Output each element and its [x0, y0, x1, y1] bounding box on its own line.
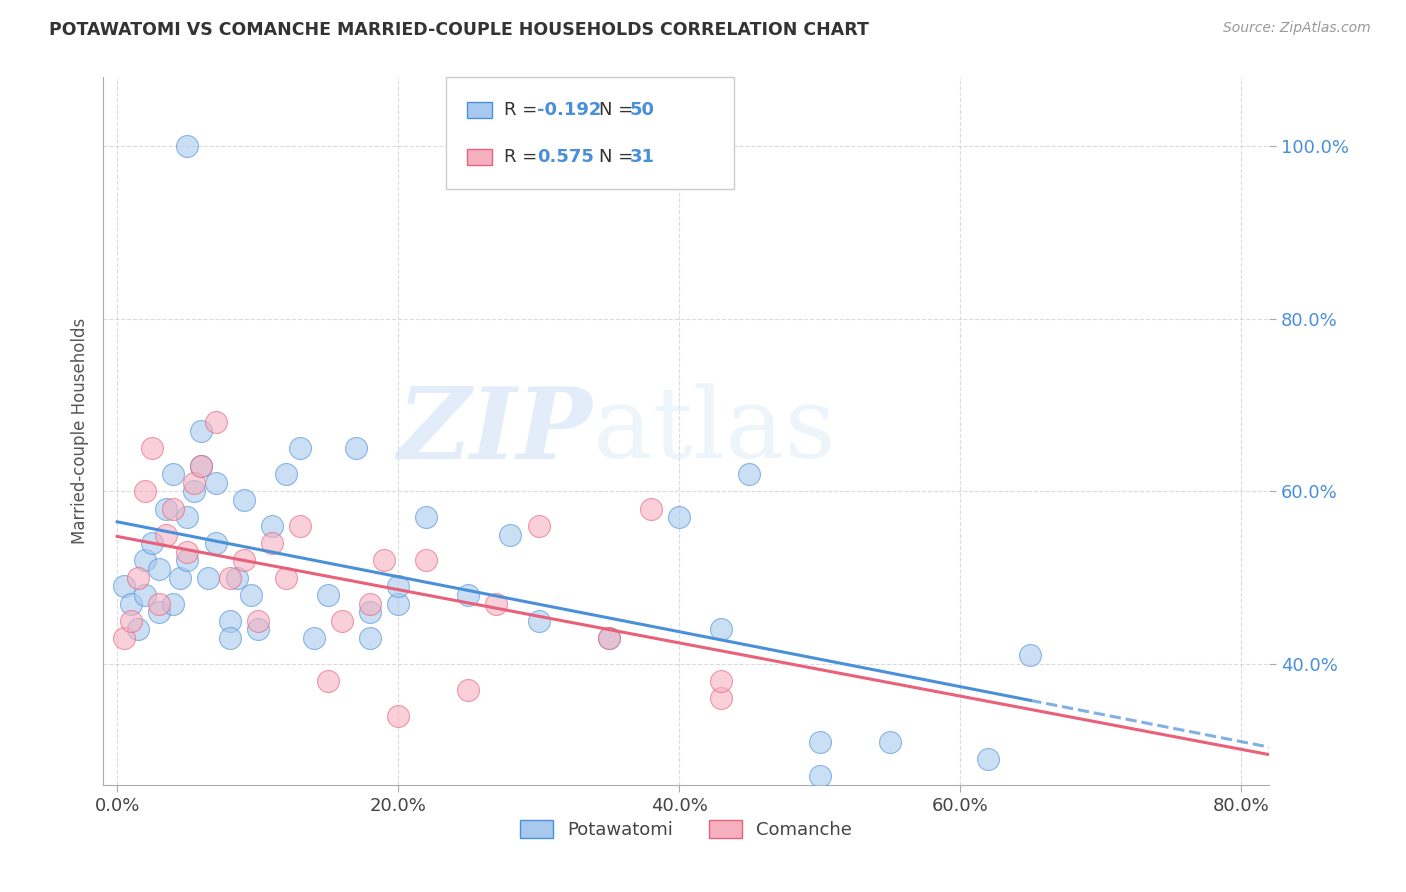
Point	[176, 545, 198, 559]
Point	[260, 519, 283, 533]
Point	[162, 467, 184, 482]
Point	[176, 139, 198, 153]
Point	[148, 605, 170, 619]
Point	[1019, 648, 1042, 663]
Legend: Potawatomi, Comanche: Potawatomi, Comanche	[513, 813, 859, 847]
Point	[162, 597, 184, 611]
Point	[344, 442, 367, 456]
Text: -0.192: -0.192	[537, 101, 602, 119]
Point	[274, 467, 297, 482]
Point	[190, 458, 212, 473]
Point	[204, 475, 226, 490]
Point	[162, 501, 184, 516]
Point	[274, 571, 297, 585]
Text: N =: N =	[599, 148, 640, 166]
Y-axis label: Married-couple Households: Married-couple Households	[72, 318, 89, 544]
Point	[415, 553, 437, 567]
Point	[879, 734, 901, 748]
Point	[141, 442, 163, 456]
Point	[288, 442, 311, 456]
Point	[112, 579, 135, 593]
Point	[260, 536, 283, 550]
Point	[316, 588, 339, 602]
Point	[232, 493, 254, 508]
Point	[246, 623, 269, 637]
Point	[218, 631, 240, 645]
Point	[148, 562, 170, 576]
Point	[176, 510, 198, 524]
Point	[598, 631, 620, 645]
Text: 31: 31	[630, 148, 655, 166]
Point	[457, 682, 479, 697]
Point	[218, 614, 240, 628]
Point	[190, 424, 212, 438]
Point	[120, 614, 142, 628]
Point	[316, 674, 339, 689]
Point	[710, 674, 733, 689]
Point	[499, 527, 522, 541]
Point	[415, 510, 437, 524]
Point	[485, 597, 508, 611]
Point	[710, 623, 733, 637]
Text: POTAWATOMI VS COMANCHE MARRIED-COUPLE HOUSEHOLDS CORRELATION CHART: POTAWATOMI VS COMANCHE MARRIED-COUPLE HO…	[49, 21, 869, 39]
Point	[239, 588, 262, 602]
Point	[204, 416, 226, 430]
Point	[359, 605, 381, 619]
Point	[134, 553, 156, 567]
Point	[387, 708, 409, 723]
Point	[204, 536, 226, 550]
Point	[710, 691, 733, 706]
Point	[330, 614, 353, 628]
Point	[387, 579, 409, 593]
Point	[977, 752, 1000, 766]
Point	[457, 588, 479, 602]
Point	[134, 588, 156, 602]
Point	[169, 571, 191, 585]
Point	[738, 467, 761, 482]
Point	[288, 519, 311, 533]
Text: R =: R =	[503, 101, 543, 119]
Point	[155, 501, 177, 516]
Point	[141, 536, 163, 550]
Point	[134, 484, 156, 499]
Text: ZIP: ZIP	[398, 383, 593, 479]
Text: Source: ZipAtlas.com: Source: ZipAtlas.com	[1223, 21, 1371, 36]
Point	[183, 475, 205, 490]
Point	[373, 553, 395, 567]
Point	[387, 597, 409, 611]
Point	[232, 553, 254, 567]
Point	[302, 631, 325, 645]
Point	[218, 571, 240, 585]
Point	[640, 501, 662, 516]
Point	[127, 623, 149, 637]
Text: 50: 50	[630, 101, 655, 119]
Point	[246, 614, 269, 628]
Point	[668, 510, 690, 524]
Point	[183, 484, 205, 499]
Point	[120, 597, 142, 611]
Point	[176, 553, 198, 567]
Point	[225, 571, 247, 585]
Point	[527, 519, 550, 533]
Text: N =: N =	[599, 101, 640, 119]
Point	[197, 571, 219, 585]
Point	[112, 631, 135, 645]
Text: 0.575: 0.575	[537, 148, 595, 166]
Point	[127, 571, 149, 585]
Text: atlas: atlas	[593, 384, 835, 479]
Point	[808, 769, 831, 783]
Point	[598, 631, 620, 645]
Point	[190, 458, 212, 473]
Point	[808, 734, 831, 748]
Point	[527, 614, 550, 628]
Point	[359, 631, 381, 645]
Point	[155, 527, 177, 541]
Text: R =: R =	[503, 148, 543, 166]
Point	[148, 597, 170, 611]
Point	[359, 597, 381, 611]
